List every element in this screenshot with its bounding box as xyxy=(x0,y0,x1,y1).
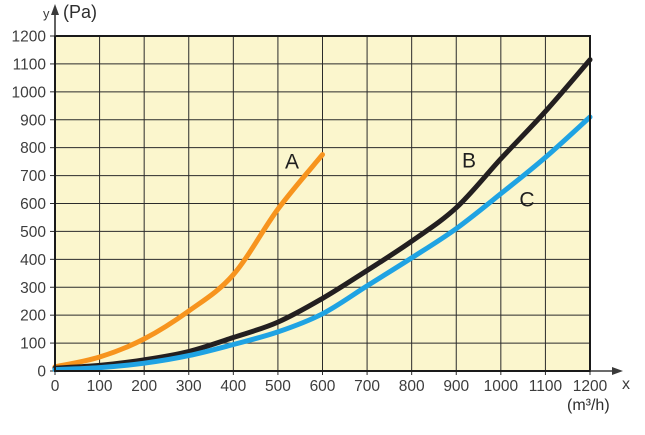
x-tick-label: 1200 xyxy=(573,378,608,395)
y-axis-unit-label: (Pa) xyxy=(63,2,98,22)
curve-A xyxy=(52,152,325,370)
y-tick-label: 1100 xyxy=(13,56,47,73)
x-tick-label: 300 xyxy=(176,378,202,395)
x-tick-label: 200 xyxy=(131,378,157,395)
y-tick-label: 900 xyxy=(20,112,46,129)
y-tick-label: 1000 xyxy=(12,84,47,101)
y-tick-label: 300 xyxy=(20,280,46,297)
y-tick-label: 700 xyxy=(20,168,46,185)
x-tick-label: 0 xyxy=(51,378,60,395)
x-tick-label: 700 xyxy=(354,378,380,395)
curve-label-c: C xyxy=(519,188,535,212)
x-tick-label: 900 xyxy=(443,378,469,395)
y-tick-label: 600 xyxy=(20,196,46,213)
curve-C xyxy=(52,114,593,373)
curve-label-a: A xyxy=(284,150,300,174)
x-axis-name: x xyxy=(622,376,630,393)
x-tick-label: 600 xyxy=(310,378,336,395)
plot-border xyxy=(54,35,591,372)
x-tick-label: 400 xyxy=(220,378,246,395)
y-tick-label: 0 xyxy=(37,364,46,381)
x-axis-unit-label: (m³/h) xyxy=(567,397,610,414)
curve-label-b: B xyxy=(461,149,477,173)
y-axis-arrow-head xyxy=(51,4,59,15)
y-tick-label: 800 xyxy=(20,140,46,157)
y-tick-label: 1200 xyxy=(12,29,47,46)
x-axis-arrow-head xyxy=(612,367,623,375)
y-tick-label: 100 xyxy=(20,336,46,353)
x-tick-label: 500 xyxy=(265,378,291,395)
x-tick-label: 1000 xyxy=(484,378,519,395)
x-tick-label: 1100 xyxy=(529,378,563,395)
y-axis-name: y xyxy=(43,6,50,21)
x-tick-label: 800 xyxy=(399,378,425,395)
x-tick-label: 100 xyxy=(87,378,113,395)
y-tick-label: 200 xyxy=(20,308,46,325)
y-tick-label: 500 xyxy=(20,224,46,241)
y-tick-label: 400 xyxy=(20,252,46,269)
curve-B xyxy=(52,57,593,371)
